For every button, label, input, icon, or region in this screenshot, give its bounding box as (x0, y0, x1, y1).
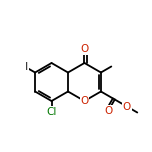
Text: I: I (25, 62, 28, 73)
Text: O: O (104, 106, 112, 116)
Text: Cl: Cl (46, 107, 57, 117)
Text: O: O (80, 44, 89, 54)
Text: O: O (123, 102, 131, 112)
Text: O: O (80, 96, 89, 106)
